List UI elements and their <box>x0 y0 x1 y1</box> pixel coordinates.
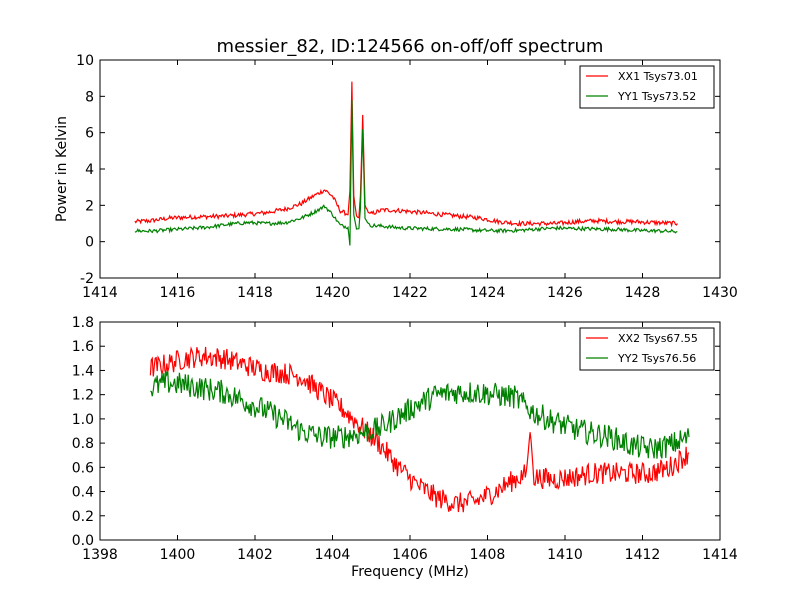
top-series-line-2 <box>134 100 678 246</box>
top-x-tick-label: 1418 <box>237 285 273 301</box>
bottom-y-tick-label: 1.8 <box>72 315 94 331</box>
bottom-y-tick-label: 1.0 <box>72 412 94 428</box>
top-series-line-1 <box>134 81 678 228</box>
top-legend: XX1 Tsys73.01 YY1 Tsys73.52 <box>579 65 715 109</box>
bottom-y-tick-label: 0.6 <box>72 460 94 476</box>
bottom-series-line-1 <box>149 346 690 513</box>
top-x-tick-label: 1414 <box>82 285 118 301</box>
top-x-tick-label: 1416 <box>160 285 196 301</box>
top-chart-title: messier_82, ID:124566 on-off/off spectru… <box>217 36 604 57</box>
top-x-tick-label: 1430 <box>702 285 738 301</box>
top-y-tick-label: 2 <box>85 198 94 214</box>
bottom-legend-label-2: YY2 Tsys76.56 <box>617 352 696 365</box>
top-x-tick-label: 1422 <box>392 285 428 301</box>
top-y-tick-label: 0 <box>85 235 94 251</box>
bottom-x-tick-label: 1412 <box>625 547 661 563</box>
bottom-y-tick-label: 0.8 <box>72 436 94 452</box>
bottom-x-tick-label: 1414 <box>702 547 738 563</box>
bottom-y-tick-label: 0.2 <box>72 509 94 525</box>
top-legend-label-1: XX1 Tsys73.01 <box>618 70 698 83</box>
top-legend-label-2: YY1 Tsys73.52 <box>617 90 696 103</box>
bottom-x-tick-label: 1406 <box>392 547 428 563</box>
bottom-x-tick-label: 1408 <box>470 547 506 563</box>
bottom-y-tick-label: 0.4 <box>72 485 94 501</box>
bottom-series-line-2 <box>150 371 690 459</box>
bottom-y-tick-label: 0.0 <box>72 533 94 549</box>
top-x-tick-label: 1426 <box>547 285 583 301</box>
top-x-tick-label: 1424 <box>470 285 506 301</box>
top-y-tick-label: 6 <box>85 126 94 142</box>
top-x-tick-label: 1420 <box>315 285 351 301</box>
bottom-legend-box <box>579 327 715 371</box>
bottom-x-tick-label: 1404 <box>315 547 351 563</box>
bottom-legend-label-1: XX2 Tsys67.55 <box>618 332 698 345</box>
top-y-tick-label: 10 <box>76 53 94 69</box>
top-y-tick-label: 4 <box>85 162 94 178</box>
top-y-tick-label: -2 <box>80 271 94 287</box>
top-spectrum-plot: 1414 1416 1418 1420 1422 1424 1426 1428 1430 -2 0 2… <box>76 53 738 301</box>
top-legend-box <box>579 65 715 109</box>
bottom-y-tick-label: 1.4 <box>72 363 94 379</box>
bottom-y-tick-label: 1.6 <box>72 339 94 355</box>
bottom-y-tick-label: 1.2 <box>72 388 94 404</box>
bottom-x-tick-label: 1398 <box>82 547 118 563</box>
top-y-tick-label: 8 <box>85 89 94 105</box>
bottom-x-tick-label: 1400 <box>160 547 196 563</box>
bottom-x-axis-label: Frequency (MHz) <box>351 564 469 580</box>
bottom-spectrum-plot: 1398 1400 1402 1404 1406 1408 1410 1412 1414 0.0 0… <box>72 315 738 563</box>
bottom-x-tick-label: 1402 <box>237 547 273 563</box>
top-y-axis-label: Power in Kelvin <box>54 116 70 222</box>
top-x-tick-label: 1428 <box>625 285 661 301</box>
bottom-legend: XX2 Tsys67.55 YY2 Tsys76.56 <box>579 327 715 371</box>
bottom-x-tick-label: 1410 <box>547 547 583 563</box>
